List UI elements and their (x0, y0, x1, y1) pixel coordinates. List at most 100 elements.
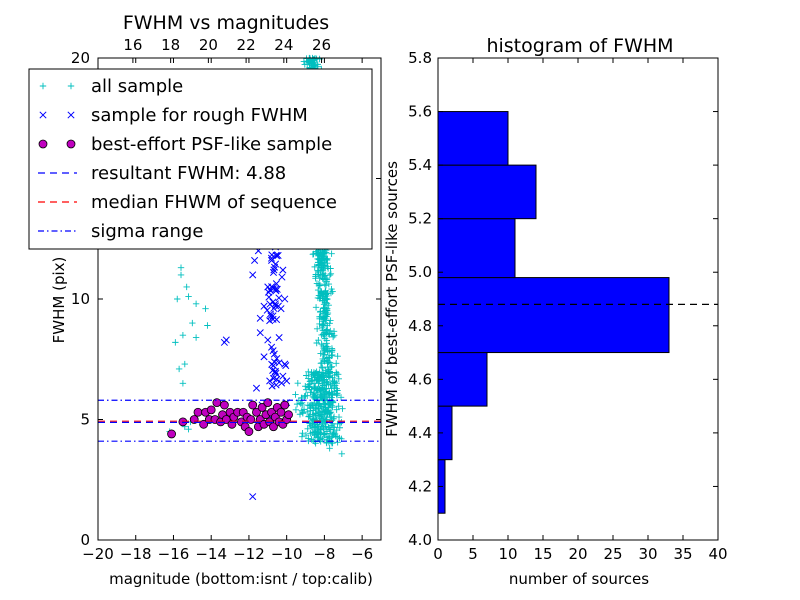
all-sample-point (299, 409, 306, 416)
all-sample-point (315, 429, 322, 436)
all-sample-point (326, 410, 333, 417)
all-sample-point (325, 433, 332, 440)
all-sample-point (321, 385, 329, 392)
rough-sample-point (272, 302, 280, 310)
all-sample-point (293, 400, 301, 408)
x-tick-label: −20 (82, 545, 114, 563)
all-sample-point (311, 392, 319, 400)
all-sample-point (331, 430, 339, 438)
rough-sample-point (279, 266, 287, 274)
all-sample-point (321, 295, 328, 303)
y-tick-label: 20 (71, 49, 90, 67)
all-sample-point (325, 347, 333, 355)
x-tick-label: 0 (433, 545, 443, 563)
legend: all sample sample for rough FWHM best-effo… (28, 68, 373, 250)
all-sample-point (313, 368, 320, 375)
rough-sample-point (222, 336, 230, 344)
rough-sample-point (279, 372, 287, 380)
histogram-y-label: FWHM of best-effort PSF-like sources (383, 161, 401, 437)
all-sample-point (323, 256, 330, 264)
histogram-bar (437, 111, 509, 166)
rough-sample-point (269, 268, 278, 277)
x-tick-label: 5 (468, 545, 478, 563)
all-sample-point (328, 250, 335, 257)
top-tick-label: 22 (237, 36, 256, 54)
all-sample-point (292, 406, 300, 414)
all-sample-point (328, 330, 336, 337)
y-tick-label: 4.8 (408, 317, 432, 335)
all-sample-point (202, 305, 209, 312)
all-sample-point (179, 380, 187, 387)
all-sample-point (192, 300, 200, 308)
all-sample-point (312, 383, 319, 390)
x-tick-label: −16 (158, 545, 190, 563)
all-sample-point (177, 264, 185, 271)
all-sample-point (322, 304, 329, 312)
all-sample-point (313, 280, 321, 287)
rough-sample-point (249, 271, 257, 279)
histogram-bar (437, 352, 488, 407)
all-sample-point (308, 419, 316, 427)
all-sample-point (172, 339, 179, 346)
rough-sample-point (282, 362, 290, 370)
y-tick-label: 4.6 (408, 370, 432, 388)
all-sample-point (306, 402, 313, 409)
top-tick-label: 18 (161, 36, 180, 54)
all-sample-point (321, 331, 328, 338)
psf-sample-point (280, 400, 290, 410)
all-sample-point (308, 372, 315, 380)
all-sample-point (312, 271, 320, 278)
rough-sample-point (273, 316, 281, 324)
all-sample-point (326, 414, 334, 421)
histogram-bars (437, 111, 670, 514)
rough-sample-point (283, 377, 291, 385)
y-tick-label: 5 (80, 411, 90, 429)
all-sample-point (317, 429, 324, 437)
rough-sample-point (275, 334, 283, 342)
all-sample-point (320, 431, 327, 438)
all-sample-point (321, 314, 328, 321)
all-sample-point (185, 425, 192, 433)
rough-sample-point (251, 256, 259, 264)
x-tick-label: 15 (533, 545, 552, 563)
all-sample-point (299, 430, 306, 437)
rough-sample-point (278, 273, 286, 281)
rough-sample-point (273, 354, 281, 363)
psf-sample-point (257, 403, 267, 412)
legend-marker (66, 139, 76, 149)
all-sample-point (326, 445, 333, 452)
psf-sample-point (199, 419, 209, 429)
legend-marker (67, 111, 75, 119)
all-sample-point (316, 369, 323, 376)
x-tick-label: −6 (351, 545, 373, 563)
all-sample-point (339, 405, 346, 412)
all-sample-point (327, 265, 334, 272)
rough-sample-point (263, 306, 271, 314)
all-sample-point (319, 435, 326, 443)
all-sample-point (334, 439, 341, 446)
all-sample-point (314, 386, 322, 394)
all-sample-point (305, 368, 312, 376)
all-sample-point (316, 313, 323, 321)
psf-sample-point (248, 400, 258, 410)
all-sample-point (305, 435, 312, 442)
all-sample-point (335, 402, 342, 410)
all-sample-point (315, 249, 322, 256)
all-sample-point (307, 389, 314, 396)
rough-sample-point (272, 369, 280, 377)
all-sample-point (301, 61, 308, 68)
all-sample-point (323, 276, 331, 283)
psf-sample-point (220, 400, 229, 410)
histogram-y-ticks: 4.0 4.2 4.4 4.6 4.8 5.0 5.2 5.4 5.6 5.8 (408, 49, 718, 549)
rough-sample-point (272, 287, 280, 295)
all-sample-point (334, 420, 341, 428)
legend-item: median FHWM of sequence (38, 192, 337, 213)
all-sample-point (325, 301, 332, 309)
all-sample-point (331, 424, 338, 431)
all-sample-point (313, 339, 320, 347)
all-sample-point (325, 330, 332, 338)
rough-sample-point (264, 336, 272, 344)
legend-marker (39, 82, 47, 90)
rough-sample-point (268, 360, 276, 368)
